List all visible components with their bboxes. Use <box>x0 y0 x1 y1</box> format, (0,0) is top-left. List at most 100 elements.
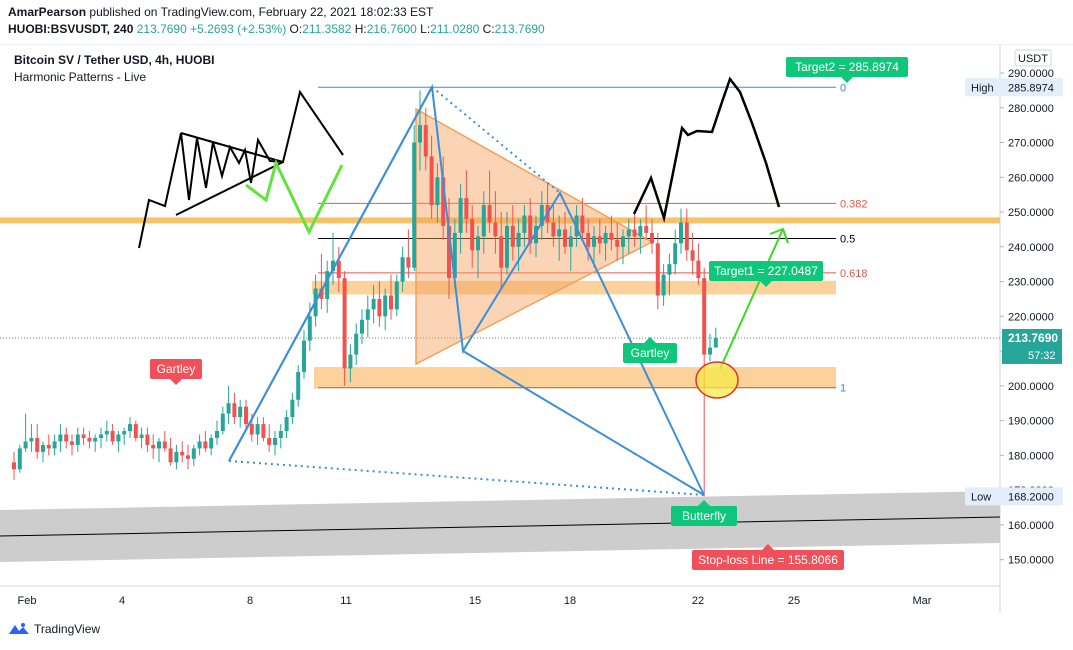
time-tick-label: 8 <box>247 595 253 607</box>
candle-body <box>667 264 672 275</box>
target2-label-box <box>786 57 908 77</box>
candle-body <box>644 225 649 233</box>
candle-body <box>319 288 324 299</box>
candle-body <box>220 413 225 432</box>
gartley-label-1-box <box>150 359 202 379</box>
low-value: 211.0280 <box>430 22 480 36</box>
footer-brand[interactable]: TradingView <box>8 622 100 636</box>
target2-label-text: Target2 = 285.8974 <box>795 60 899 74</box>
candle-body <box>261 424 266 438</box>
price-tick-label: 270.0000 <box>1008 138 1054 150</box>
symbol-label: HUOBI:BSVUSDT, 240 <box>8 22 134 36</box>
indicator-legend[interactable]: Harmonic Patterns - Live <box>14 70 147 84</box>
candle-body <box>673 243 678 265</box>
candle-body <box>128 424 132 432</box>
stop-loss-label-text: Stop-loss Line = 155.8066 <box>698 553 838 567</box>
candle-body <box>180 451 185 456</box>
candle-body <box>331 260 335 272</box>
candle-body <box>191 448 196 459</box>
butterfly-label-pointer <box>698 500 710 506</box>
drawings-layer <box>138 76 789 399</box>
price-axis[interactable]: 290.0000 280.0000 270.0000 260.0000 250.0000… <box>965 49 1063 567</box>
zones-layer <box>0 86 1001 562</box>
stop-loss-label-pointer <box>762 544 774 550</box>
candle-body <box>452 232 457 279</box>
currency-box <box>1014 49 1052 67</box>
change-text: +5.2693 (+2.53%) <box>190 22 287 36</box>
low-badge <box>965 487 1063 506</box>
candle-body <box>394 281 399 310</box>
stop-loss-label-box <box>692 550 844 570</box>
candle-body <box>360 319 364 334</box>
candle-body <box>35 437 40 452</box>
close-value: 213.7690 <box>494 22 545 36</box>
time-tick-label: 18 <box>564 595 576 607</box>
candle-body <box>151 444 156 449</box>
candle-body <box>17 448 22 470</box>
currency-label: USDT <box>1018 53 1048 65</box>
candle-body <box>226 403 231 414</box>
candle-body <box>597 236 602 244</box>
resistance-line <box>0 217 1000 224</box>
candle-body <box>505 225 509 268</box>
time-axis[interactable]: Feb 4 8 11 15 18 22 25 Mar <box>18 595 932 607</box>
target1-label-box <box>709 261 823 281</box>
tradingview-logo-icon <box>9 623 29 634</box>
time-tick-label: 25 <box>788 595 800 607</box>
time-tick-label: 11 <box>340 595 351 607</box>
candle-body <box>116 434 121 442</box>
open-label: O: <box>289 22 303 36</box>
low-badge-label: Low <box>971 491 991 503</box>
candle-body <box>690 250 695 261</box>
gartley-label-2-box <box>623 343 677 363</box>
candle-body <box>122 431 127 435</box>
candle-body <box>290 399 295 418</box>
price-tick-label: 190.0000 <box>1008 416 1054 428</box>
candle-body <box>580 215 585 233</box>
candle-body <box>325 271 330 299</box>
price-tick-label: 240.0000 <box>1008 242 1054 254</box>
candle-body <box>447 225 451 279</box>
candle-body <box>528 215 533 244</box>
candle-body <box>661 274 666 296</box>
candle-body <box>516 232 521 247</box>
fib-level-label: 1 <box>840 383 846 395</box>
candle-body <box>87 437 92 442</box>
candle-body <box>46 444 51 449</box>
candle-body <box>713 337 718 348</box>
high-badge-value: 285.8974 <box>1008 82 1054 94</box>
chart-legend-title[interactable]: Bitcoin SV / Tether USD, 4h, HUOBI <box>14 53 215 67</box>
last-price-badge-value: 213.7690 <box>1008 331 1058 345</box>
candle-body <box>487 205 492 223</box>
price-tick-label: 260.0000 <box>1008 172 1054 184</box>
candle-body <box>435 177 440 206</box>
candle-body <box>133 424 138 438</box>
candle-body <box>684 222 689 251</box>
candle-body <box>12 462 16 470</box>
candle-body <box>592 236 596 247</box>
candle-body <box>174 451 179 463</box>
candle-body <box>157 441 161 449</box>
price-chart[interactable]: 0 0.382 0.5 0.618 1 Gartley Gartley Butterfly Ta… <box>0 44 1073 614</box>
countdown-label: 57:32 <box>1028 350 1056 362</box>
author-name[interactable]: AmarPearson <box>8 5 87 19</box>
candle-body <box>81 434 86 438</box>
candle-body <box>186 455 190 459</box>
candle-body <box>75 434 80 445</box>
candle-body <box>104 431 109 435</box>
target1-label-pointer <box>760 281 772 287</box>
low-badge-value: 168.2000 <box>1008 491 1054 503</box>
candle-body <box>255 424 260 435</box>
candle-body <box>632 229 637 237</box>
pattern-bd-leg <box>462 350 705 496</box>
candle-body <box>307 316 312 341</box>
candle-body <box>586 232 591 247</box>
candle-body <box>203 441 208 449</box>
candle-body <box>238 406 243 418</box>
candle-body <box>145 434 150 445</box>
drawn-price-path <box>138 89 344 249</box>
candle-body <box>249 424 254 435</box>
candle-body <box>162 441 167 449</box>
candle-body <box>93 437 98 442</box>
candle-body <box>383 295 388 317</box>
